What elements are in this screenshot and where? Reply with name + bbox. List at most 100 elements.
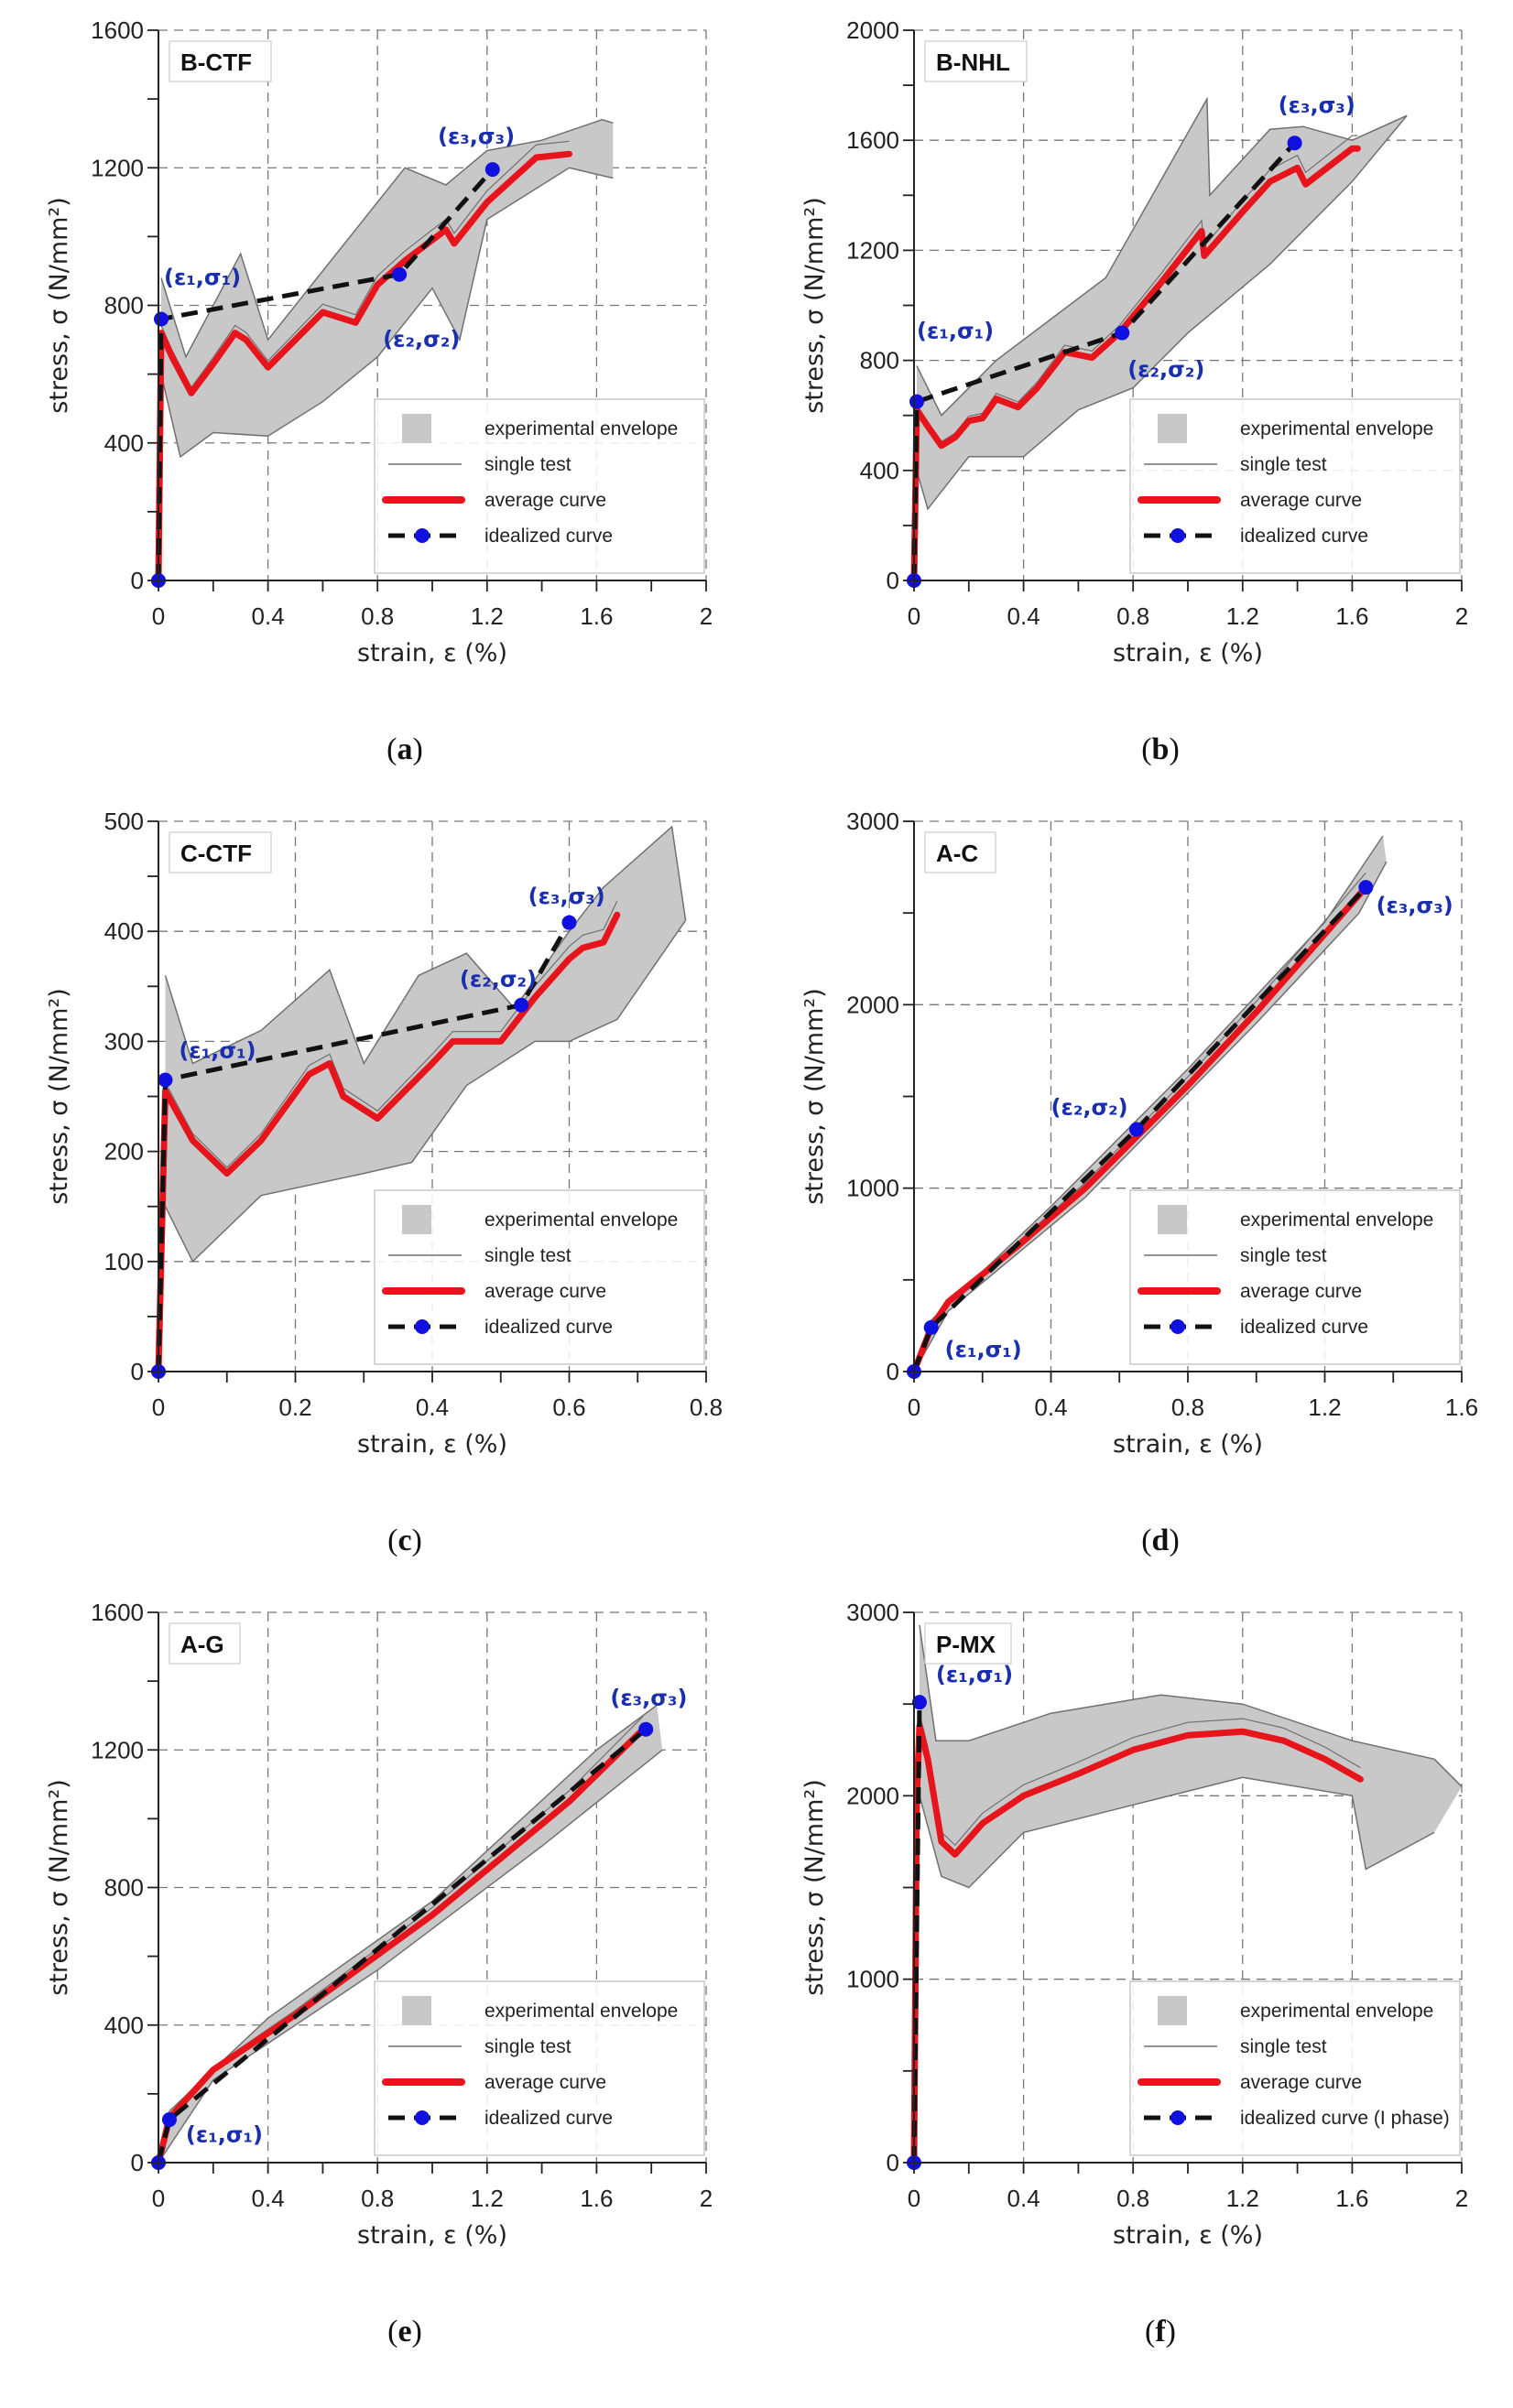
y-tick-label: 400 <box>860 457 899 484</box>
legend-label: average curve <box>484 490 606 511</box>
panel-label: B-CTF <box>180 49 252 76</box>
panel-label: B-NHL <box>936 49 1010 76</box>
idealized-point <box>923 1319 939 1335</box>
y-tick-label: 1200 <box>846 236 899 264</box>
single-test-upper <box>916 96 1408 417</box>
x-tick-label: 0.4 <box>416 1394 449 1421</box>
legend: experimental envelope single test average … <box>374 398 705 574</box>
idealized-point <box>158 1072 173 1088</box>
y-tick-label: 0 <box>887 567 899 594</box>
legend-label: experimental envelope <box>1240 2001 1433 2022</box>
legend-swatch-envelope <box>1158 1205 1187 1234</box>
x-tick-label: 1.2 <box>471 602 504 630</box>
y-tick-label: 400 <box>104 2012 144 2039</box>
single-test-mid <box>160 140 570 389</box>
x-tick-label: 0 <box>908 602 920 630</box>
single-test-lower <box>913 861 1388 1372</box>
legend-label: single test <box>1240 1245 1327 1266</box>
x-axis-label: strain, ε (%) <box>357 2221 507 2250</box>
panel-c-ctf: experimental envelope single test average … <box>45 808 723 1557</box>
y-tick-label: 800 <box>104 292 144 320</box>
y-tick-label: 400 <box>104 917 144 945</box>
y-axis-label: stress, σ (N/mm²) <box>800 988 829 1205</box>
panel-label: A-C <box>936 840 978 867</box>
x-tick-label: 0 <box>152 602 165 630</box>
x-tick-label: 0.4 <box>252 602 285 630</box>
single-test-mid <box>164 900 618 1168</box>
y-tick-label: 0 <box>131 567 144 594</box>
x-tick-label: 2 <box>1455 2185 1468 2212</box>
y-tick-label: 200 <box>104 1138 144 1166</box>
point-annotation: (ε₁,σ₁) <box>936 1662 1013 1687</box>
panel-label-box <box>169 1622 241 1665</box>
y-tick-label: 1200 <box>91 1736 144 1763</box>
legend-swatch-point <box>1170 2110 1185 2125</box>
y-tick-label: 800 <box>104 1874 144 1902</box>
experimental-envelope <box>161 119 614 457</box>
panel-label-box <box>924 40 1028 82</box>
legend-label: single test <box>484 2036 571 2057</box>
x-tick-label: 0.8 <box>1116 602 1149 630</box>
panel-label: A-G <box>180 1631 224 1658</box>
x-tick-label: 0.8 <box>690 1394 723 1421</box>
point-annotation: (ε₂,σ₂) <box>383 327 460 353</box>
point-annotation: (ε₁,σ₁) <box>164 265 241 290</box>
y-tick-label: 500 <box>104 808 144 835</box>
legend-label: single test <box>1240 454 1327 475</box>
idealized-point <box>1128 1122 1144 1137</box>
legend-label: average curve <box>1240 1281 1362 1302</box>
y-tick-label: 1000 <box>846 1966 899 1993</box>
legend-label: idealized curve (I phase) <box>1240 2108 1450 2129</box>
y-tick-label: 2000 <box>846 991 899 1018</box>
idealized-point <box>392 266 408 282</box>
idealized-curve <box>156 1727 648 2164</box>
point-annotation: (ε₁,σ₁) <box>186 2121 263 2147</box>
legend-label: idealized curve <box>1240 526 1368 547</box>
y-tick-label: 0 <box>887 1358 899 1385</box>
average-curve <box>155 911 621 1375</box>
single-test-lower <box>160 167 614 459</box>
x-tick-label: 2 <box>1455 602 1468 630</box>
legend-swatch-point <box>415 2110 430 2125</box>
y-tick-label: 3000 <box>846 808 899 835</box>
x-tick-label: 0 <box>908 1394 920 1421</box>
x-tick-label: 0.8 <box>361 2185 394 2212</box>
legend-label: average curve <box>484 2072 606 2093</box>
y-tick-label: 400 <box>104 429 144 457</box>
single-test-lower <box>164 919 687 1264</box>
panel-label-box <box>169 40 272 82</box>
y-axis-label: stress, σ (N/mm²) <box>800 1779 829 1996</box>
y-tick-label: 1000 <box>846 1175 899 1202</box>
legend-swatch-envelope <box>1158 1996 1187 2025</box>
legend: experimental envelope single test average … <box>374 1189 705 1365</box>
panel-b-ctf: experimental envelope single test average … <box>45 16 713 766</box>
legend-swatch-point <box>1170 1319 1185 1334</box>
idealized-point <box>1358 880 1374 895</box>
legend-swatch-point <box>1170 528 1185 543</box>
point-annotation: (ε₁,σ₁) <box>179 1037 256 1063</box>
legend-label: single test <box>484 454 571 475</box>
point-annotation: (ε₃,σ₃) <box>1279 92 1355 118</box>
panel-caption: (f) <box>1145 2315 1176 2348</box>
y-tick-label: 0 <box>131 1358 144 1385</box>
panel-label: P-MX <box>936 1631 996 1658</box>
idealized-curve <box>156 921 571 1372</box>
panel-label-box <box>924 831 996 873</box>
x-tick-label: 1.6 <box>1335 2185 1368 2212</box>
y-tick-label: 2000 <box>846 16 899 44</box>
idealized-point <box>909 394 924 409</box>
panel-b-nhl: experimental envelope single test average … <box>800 16 1468 766</box>
panel-label-box <box>924 1622 1012 1665</box>
single-test-upper <box>919 1624 1463 1787</box>
single-test-lower <box>158 1749 663 2164</box>
idealized-point <box>1287 136 1302 151</box>
x-tick-label: 0.2 <box>278 1394 311 1421</box>
y-axis-label: stress, σ (N/mm²) <box>45 988 73 1205</box>
x-tick-label: 2 <box>700 602 713 630</box>
average-curve <box>155 150 572 584</box>
legend-swatch-envelope <box>1158 414 1187 443</box>
x-tick-label: 0.4 <box>1007 2185 1040 2212</box>
x-tick-label: 1.6 <box>580 602 613 630</box>
panel-label-box <box>169 831 272 873</box>
